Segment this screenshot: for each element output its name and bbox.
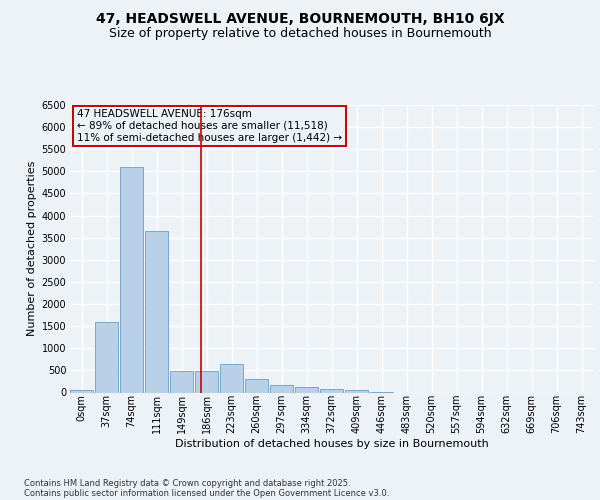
Bar (170, 371, 193, 392)
Text: Contains public sector information licensed under the Open Government Licence v3: Contains public sector information licen… (24, 488, 389, 498)
Bar (345, 390, 368, 392)
Bar (70, 390, 93, 392)
Bar (195, 371, 218, 392)
Bar (95, 322, 118, 392)
Y-axis label: Number of detached properties: Number of detached properties (28, 161, 37, 336)
Bar (120, 167, 143, 392)
Bar (245, 379, 268, 392)
X-axis label: Distribution of detached houses by size in Bournemouth: Distribution of detached houses by size … (175, 439, 488, 449)
Text: Size of property relative to detached houses in Bournemouth: Size of property relative to detached ho… (109, 28, 491, 40)
Bar (220, 364, 243, 392)
Text: 47, HEADSWELL AVENUE, BOURNEMOUTH, BH10 6JX: 47, HEADSWELL AVENUE, BOURNEMOUTH, BH10 … (95, 12, 505, 26)
Bar (295, 387, 318, 392)
Bar (320, 388, 343, 392)
Bar (270, 385, 293, 392)
Text: Contains HM Land Registry data © Crown copyright and database right 2025.: Contains HM Land Registry data © Crown c… (24, 478, 350, 488)
Text: 47 HEADSWELL AVENUE: 176sqm
← 89% of detached houses are smaller (11,518)
11% of: 47 HEADSWELL AVENUE: 176sqm ← 89% of det… (77, 110, 342, 142)
Bar (145, 231, 168, 392)
